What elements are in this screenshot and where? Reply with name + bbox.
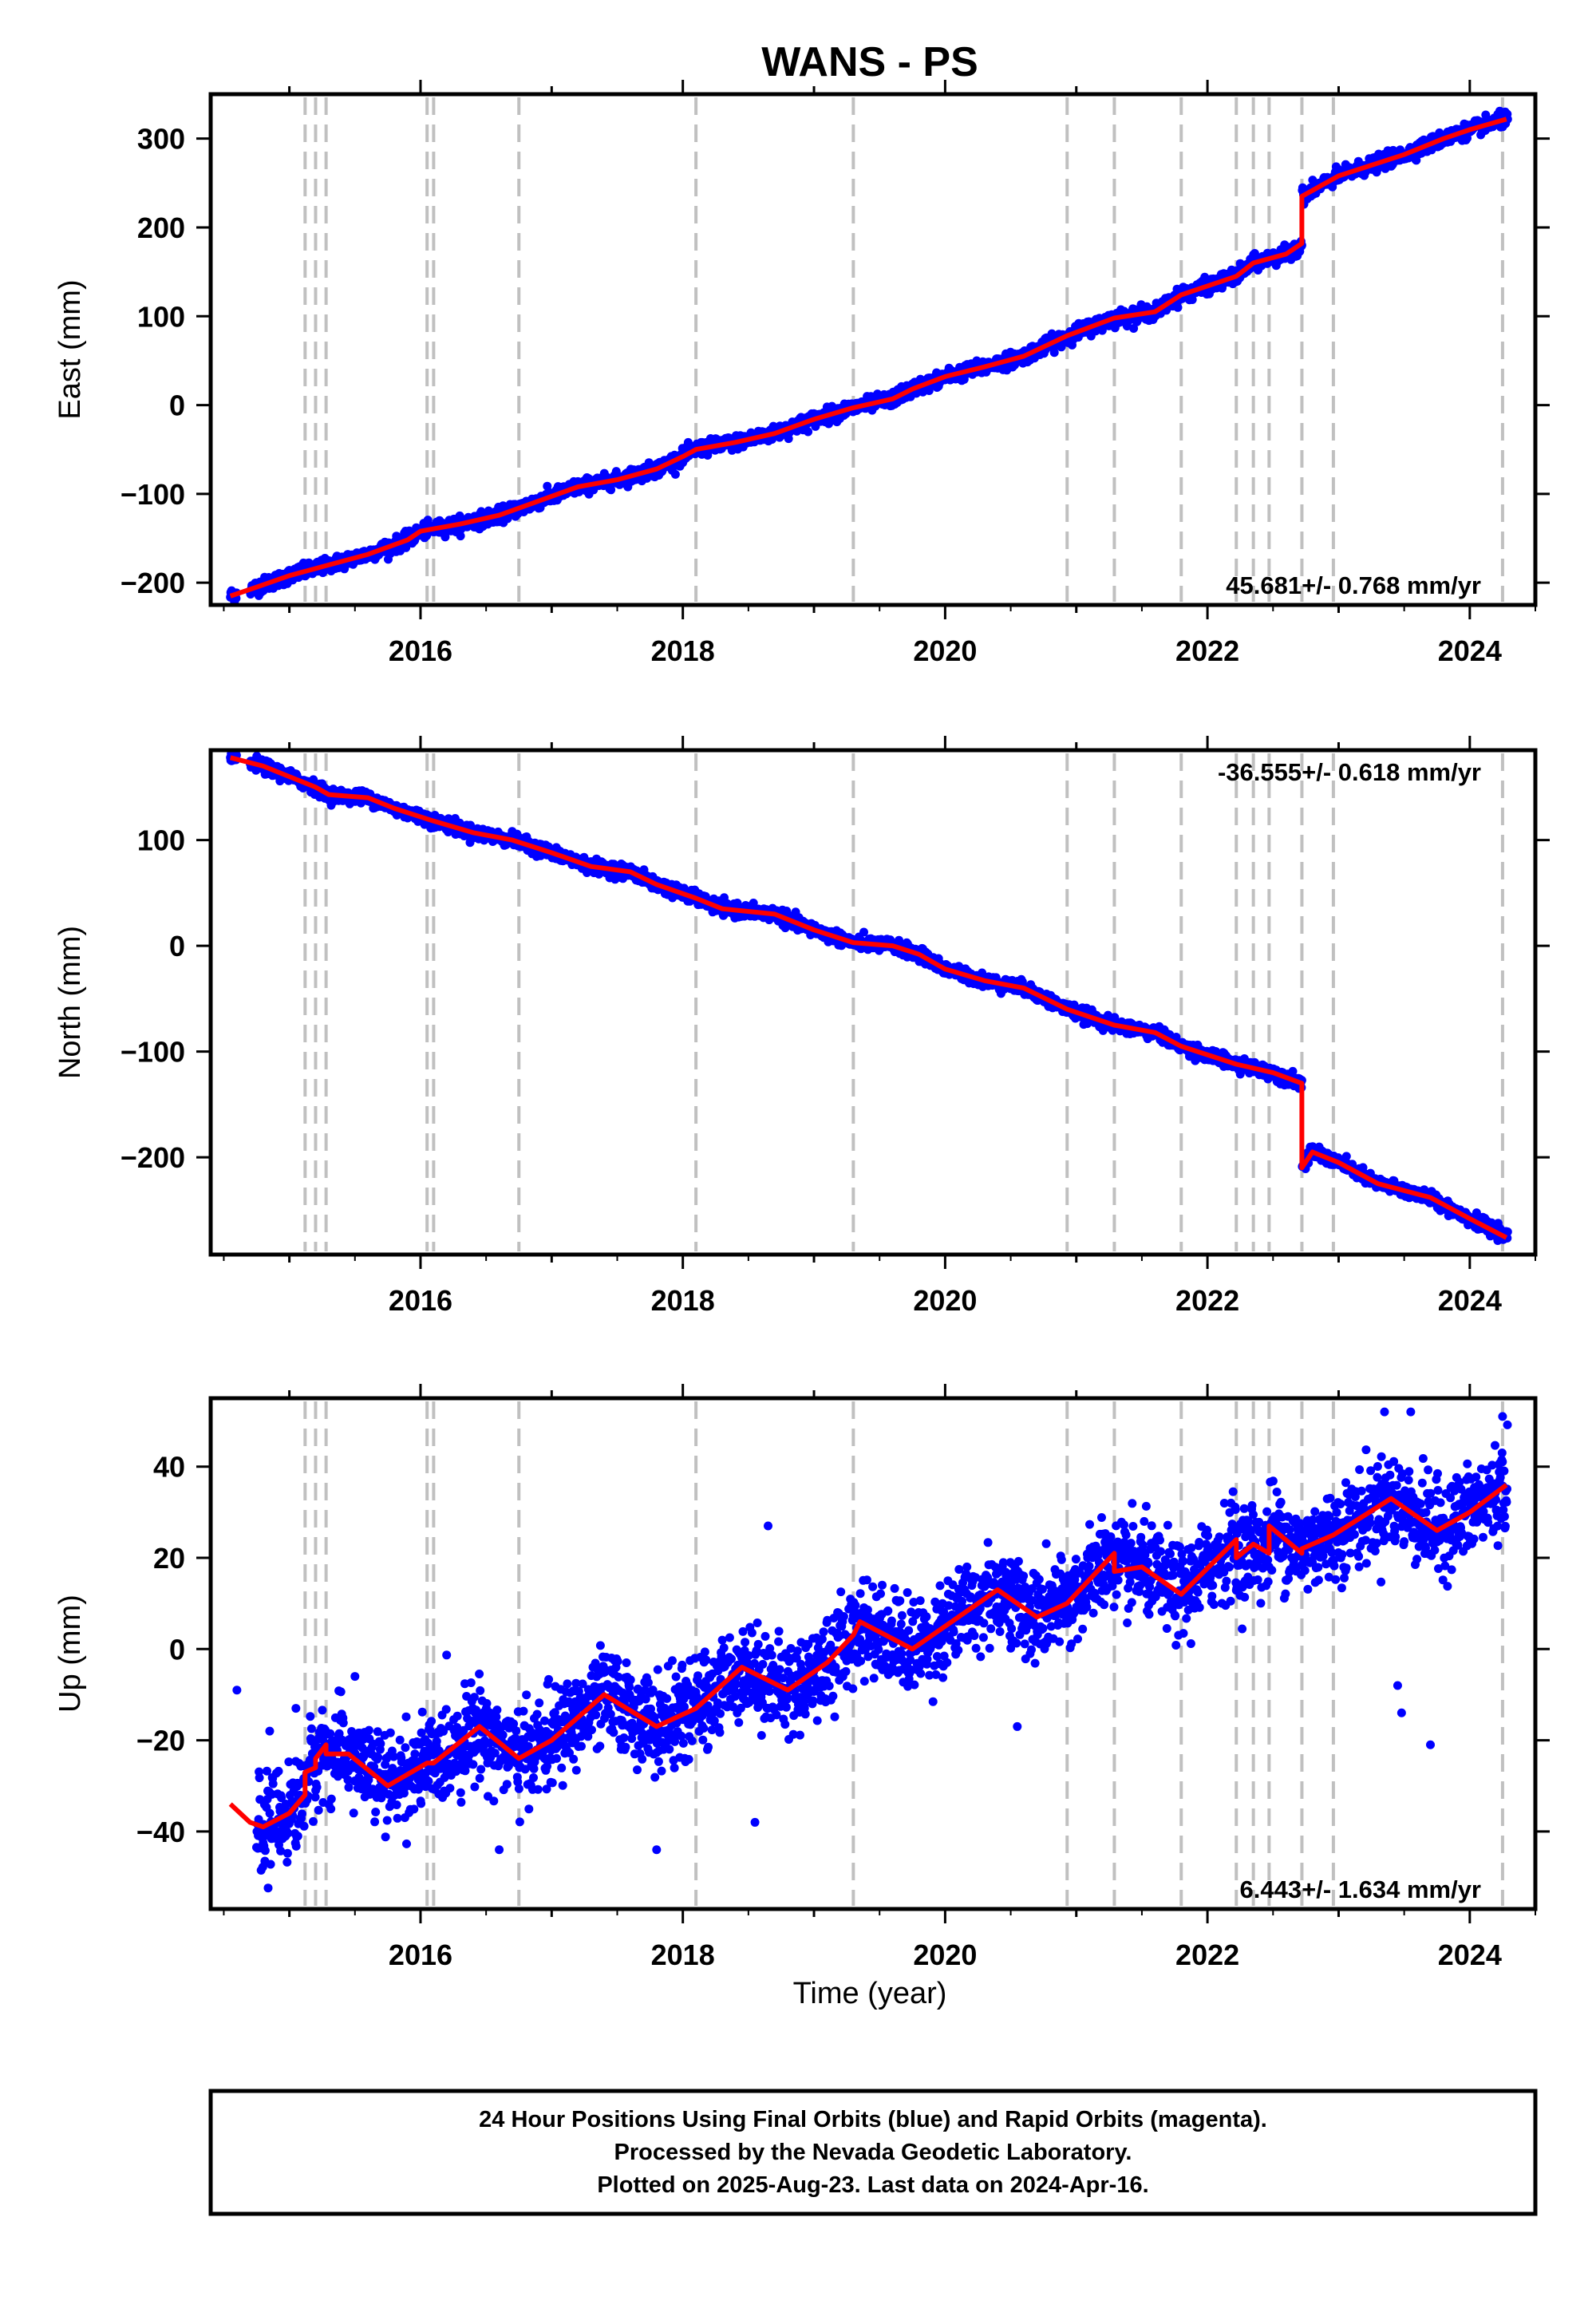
data-point	[1129, 324, 1139, 333]
data-point	[440, 532, 450, 542]
data-point	[749, 899, 758, 907]
data-point	[1173, 302, 1183, 312]
x-tick-label: 2020	[913, 634, 977, 667]
data-point	[859, 927, 868, 937]
y-tick-label: 300	[137, 123, 185, 156]
data-point	[804, 427, 813, 437]
data-points	[226, 750, 1512, 1245]
y-tick-label: −200	[120, 567, 185, 599]
y-tick-label: 200	[137, 211, 185, 244]
data-point	[670, 469, 680, 479]
y-tick-label: 100	[137, 300, 185, 333]
y-tick-label: −100	[120, 478, 185, 511]
event-lines	[303, 97, 1504, 602]
model-line	[229, 117, 1507, 599]
x-tick-label: 2016	[389, 634, 452, 667]
rate-label: 45.681+/- 0.768 mm/yr	[1226, 571, 1481, 599]
x-tick-label: 2024	[1438, 634, 1502, 667]
east-panel: 2016 2018 2020 2022 2024 −200 −100 0 100 200 300 Ea…	[53, 80, 1550, 667]
x-tick-label: 2022	[1175, 634, 1239, 667]
data-point	[1049, 348, 1059, 358]
y-axis-label: East (mm)	[53, 279, 87, 419]
chart-title: WANS - PS	[761, 39, 978, 85]
x-tick-label: 2018	[651, 634, 715, 667]
y-tick-label: 0	[169, 389, 185, 422]
data-point	[1187, 295, 1197, 304]
data-point	[456, 532, 465, 541]
data-point	[780, 923, 790, 933]
plot-frame	[208, 92, 1538, 607]
